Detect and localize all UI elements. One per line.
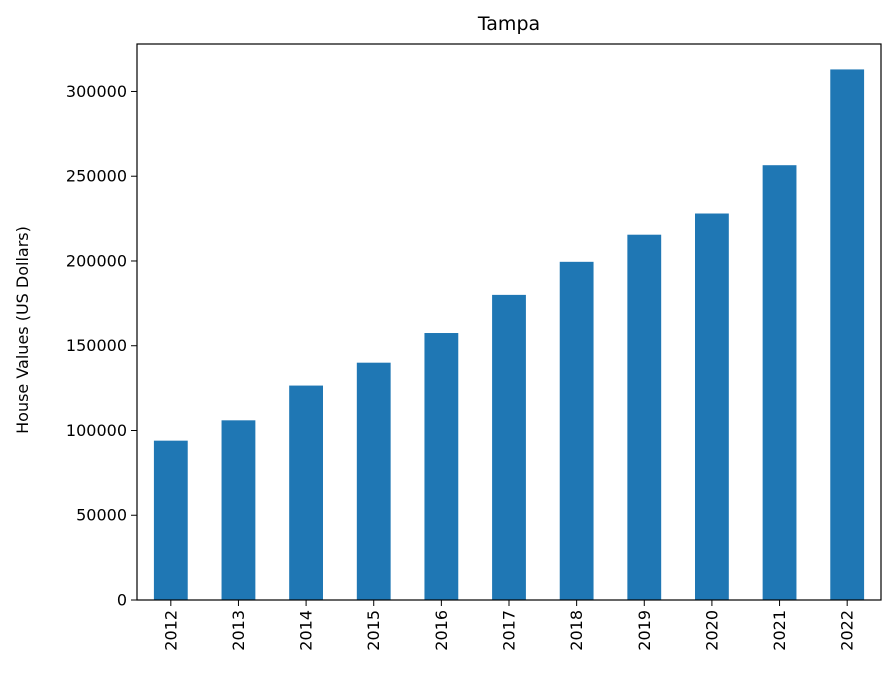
x-tick-label: 2016: [432, 610, 451, 651]
bar-2017: [492, 294, 526, 600]
bar-2013: [221, 420, 256, 600]
plot-frame: [136, 43, 882, 601]
bar-2022: [830, 69, 865, 601]
bar-2015: [356, 362, 391, 600]
x-axis: 2012 2013 2014 2015 2016 2017 2018 2019 2020 2021…: [161, 600, 857, 651]
y-axis-title: House Values (US Dollars): [13, 226, 32, 434]
bar-2021: [762, 165, 797, 600]
x-tick-label: 2014: [297, 610, 316, 651]
chart-title: Tampa: [477, 13, 540, 35]
bar-2016: [424, 333, 459, 600]
bar-2012: [153, 440, 188, 600]
x-tick-label: 2019: [635, 610, 654, 651]
y-tick-label: 200000: [66, 251, 127, 270]
bar-2020: [695, 213, 729, 600]
y-axis: 0 50000 100000 150000 200000 250000 300000: [66, 82, 137, 610]
y-tick-label: 50000: [76, 506, 127, 525]
x-tick-label: 2018: [567, 610, 586, 651]
bar-2018: [559, 261, 594, 600]
bar-2019: [627, 234, 662, 600]
x-tick-label: 2012: [161, 610, 180, 651]
y-tick-label: 150000: [66, 336, 127, 355]
y-tick-label: 250000: [66, 167, 127, 186]
x-tick-label: 2022: [838, 610, 857, 651]
x-tick-label: 2020: [702, 610, 721, 651]
y-tick-label: 300000: [66, 82, 127, 101]
y-tick-label: 0: [117, 591, 127, 610]
x-tick-label: 2017: [500, 610, 519, 651]
y-tick-label: 100000: [66, 421, 127, 440]
bar-2014: [289, 385, 323, 600]
x-tick-label: 2021: [770, 610, 789, 651]
bars: [153, 69, 865, 601]
x-tick-label: 2013: [229, 610, 248, 651]
x-tick-label: 2015: [364, 610, 383, 651]
